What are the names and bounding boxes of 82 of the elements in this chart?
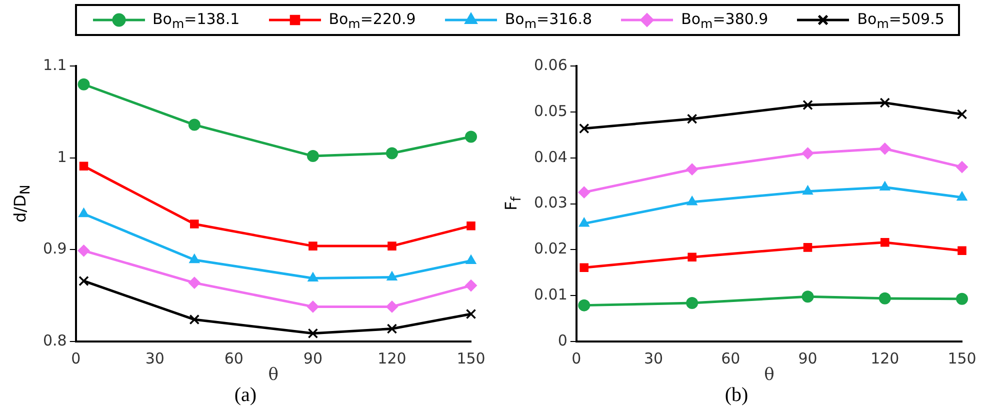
point <box>308 242 318 250</box>
x-tick-label: 30 <box>145 349 164 368</box>
y-tick-label: 0.01 <box>534 286 568 304</box>
legend-label: Bo$_{m}$=138.1 <box>152 10 240 30</box>
y-tick-label: 0.05 <box>534 102 568 120</box>
x-tick-label: 60 <box>224 349 244 368</box>
point <box>79 162 88 171</box>
point <box>578 299 590 312</box>
point <box>465 130 477 143</box>
point <box>466 308 476 320</box>
point <box>803 243 812 252</box>
y-tick-label: 0.8 <box>42 331 67 350</box>
point <box>388 242 396 250</box>
point <box>802 147 814 160</box>
x-tick-label: 0 <box>572 349 582 368</box>
point <box>686 114 698 124</box>
point <box>956 161 968 174</box>
point <box>580 263 588 272</box>
y-tick-label: 1 <box>57 148 67 166</box>
point <box>956 109 968 120</box>
y-tick-label: 0.02 <box>534 240 568 258</box>
x-tick-label: 30 <box>644 349 664 368</box>
x-tick-label: 90 <box>303 349 322 368</box>
point <box>386 147 398 160</box>
point <box>306 150 319 162</box>
x-axis-title: θ <box>764 365 774 386</box>
point <box>578 123 590 134</box>
point <box>189 254 200 264</box>
point <box>78 276 89 286</box>
point <box>802 290 814 303</box>
legend-label: Bo$_{m}$=509.5 <box>857 10 944 30</box>
point <box>956 191 968 201</box>
point <box>78 78 90 90</box>
point <box>578 218 590 227</box>
point <box>578 186 590 198</box>
point <box>78 244 90 257</box>
x-tick-label: 120 <box>870 349 900 368</box>
x-tick-label: 60 <box>721 349 740 368</box>
y-tick-label: 0.03 <box>534 194 568 212</box>
x-tick-label: 90 <box>798 349 818 368</box>
y-tick-label: 1.1 <box>42 56 67 74</box>
legend-label: Bo$_{m}$=380.9 <box>681 10 768 30</box>
point <box>386 271 398 281</box>
point <box>802 185 814 195</box>
point <box>308 272 318 282</box>
point <box>465 280 477 292</box>
point <box>386 300 398 313</box>
point <box>686 163 698 176</box>
point <box>466 221 476 230</box>
y-tick-label: 0.06 <box>534 56 568 74</box>
point <box>878 142 891 155</box>
y-tick-label: 0.9 <box>42 240 67 258</box>
point <box>880 238 890 247</box>
point <box>189 314 200 325</box>
x-tick-label: 0 <box>71 349 81 368</box>
text: (b) <box>724 384 748 407</box>
legend-label: Bo$_{m}$=316.8 <box>504 10 592 30</box>
text: (a) <box>234 384 257 407</box>
point <box>880 181 890 191</box>
point <box>306 300 319 313</box>
point <box>686 297 698 310</box>
point <box>802 100 813 110</box>
x-tick-label: 120 <box>378 349 406 368</box>
point <box>466 254 476 264</box>
point <box>78 208 90 218</box>
point <box>188 276 200 289</box>
x-tick-label: 150 <box>948 349 976 368</box>
point <box>308 328 318 338</box>
y-tick-label: 0 <box>558 331 568 350</box>
legend-label: Bo$_{m}$=220.9 <box>328 10 416 30</box>
x-axis-title: θ <box>268 365 279 386</box>
y-tick-label: 0.04 <box>534 148 568 166</box>
point <box>878 292 891 304</box>
point <box>958 246 966 256</box>
point <box>688 252 696 262</box>
point <box>386 324 398 334</box>
point <box>956 292 968 305</box>
point <box>880 98 890 108</box>
x-tick-label: 150 <box>456 349 486 368</box>
point <box>188 118 200 131</box>
point <box>686 196 698 206</box>
point <box>190 220 199 228</box>
